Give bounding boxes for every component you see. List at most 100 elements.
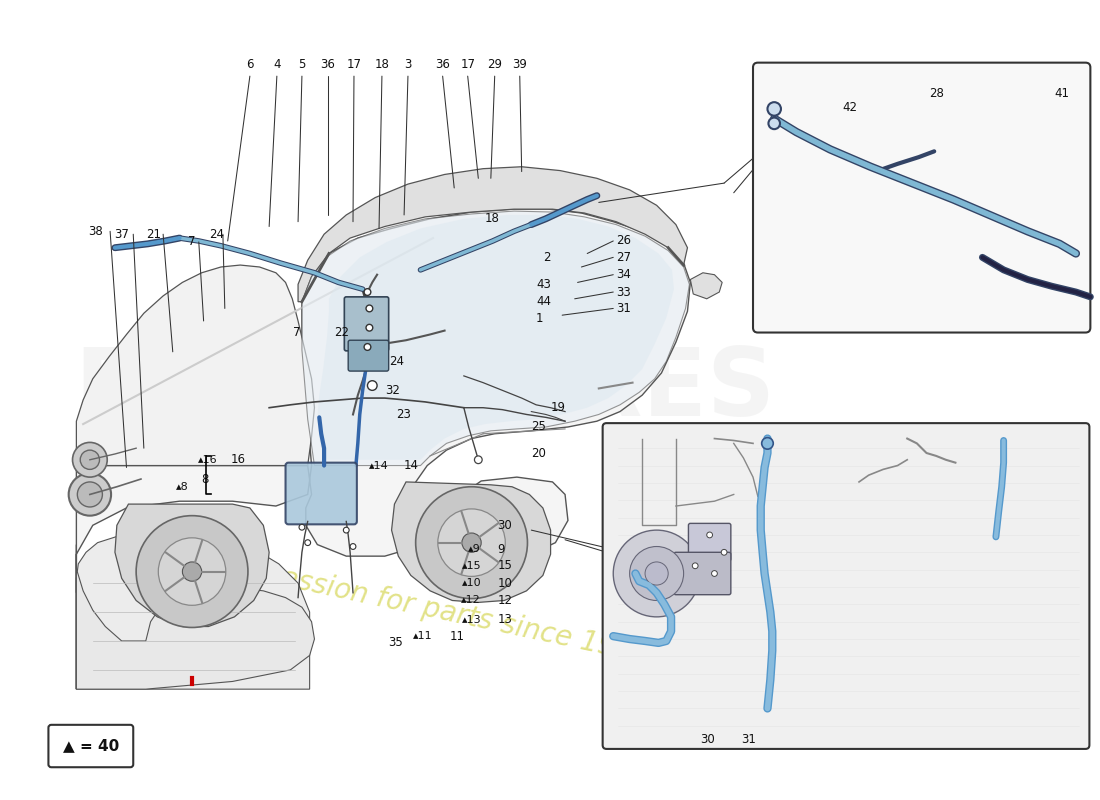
Text: 41: 41 bbox=[1054, 87, 1069, 100]
Text: 25: 25 bbox=[531, 421, 547, 434]
Text: 39: 39 bbox=[513, 58, 527, 71]
Text: EUROSPARES: EUROSPARES bbox=[75, 344, 776, 436]
Circle shape bbox=[305, 540, 310, 546]
Text: 37: 37 bbox=[114, 228, 129, 241]
Circle shape bbox=[350, 544, 356, 550]
Text: 34: 34 bbox=[616, 268, 631, 281]
Text: ▴10: ▴10 bbox=[462, 578, 481, 588]
Text: 23: 23 bbox=[396, 408, 411, 421]
Text: 3: 3 bbox=[405, 58, 411, 71]
Polygon shape bbox=[76, 533, 309, 689]
Polygon shape bbox=[691, 273, 723, 298]
Text: 33: 33 bbox=[616, 286, 631, 298]
Circle shape bbox=[68, 474, 111, 516]
Text: 43: 43 bbox=[536, 278, 551, 291]
Text: 22: 22 bbox=[333, 326, 349, 339]
Text: a passion for parts since 1985: a passion for parts since 1985 bbox=[236, 554, 652, 670]
Circle shape bbox=[692, 563, 698, 569]
Text: 31: 31 bbox=[616, 302, 631, 315]
Text: 21: 21 bbox=[146, 228, 161, 241]
Text: 42: 42 bbox=[842, 102, 857, 114]
Text: 30: 30 bbox=[701, 733, 715, 746]
FancyBboxPatch shape bbox=[344, 297, 388, 351]
Text: 26: 26 bbox=[616, 234, 631, 247]
Text: 35: 35 bbox=[388, 636, 404, 650]
Text: 11: 11 bbox=[450, 630, 464, 642]
Text: 10: 10 bbox=[497, 577, 513, 590]
FancyBboxPatch shape bbox=[603, 423, 1089, 749]
Text: 7: 7 bbox=[188, 235, 196, 249]
Circle shape bbox=[645, 562, 668, 585]
Circle shape bbox=[364, 344, 371, 350]
Circle shape bbox=[158, 538, 225, 606]
Polygon shape bbox=[298, 166, 688, 302]
Circle shape bbox=[77, 482, 102, 507]
Circle shape bbox=[438, 509, 505, 576]
Text: 17: 17 bbox=[346, 58, 362, 71]
Polygon shape bbox=[114, 504, 270, 626]
Text: ▴9: ▴9 bbox=[469, 544, 481, 554]
Circle shape bbox=[136, 516, 248, 627]
Text: ▴15: ▴15 bbox=[462, 561, 481, 570]
Text: 18: 18 bbox=[485, 212, 499, 226]
Text: 6: 6 bbox=[246, 58, 254, 71]
Text: 44: 44 bbox=[536, 295, 551, 308]
Circle shape bbox=[629, 546, 683, 601]
Circle shape bbox=[299, 524, 305, 530]
Text: ▴14: ▴14 bbox=[368, 461, 388, 470]
Circle shape bbox=[366, 305, 373, 312]
Text: 15: 15 bbox=[497, 559, 513, 572]
Text: 8: 8 bbox=[201, 473, 209, 486]
Circle shape bbox=[80, 450, 99, 470]
Text: ▴11: ▴11 bbox=[414, 631, 433, 641]
Circle shape bbox=[343, 527, 349, 533]
FancyBboxPatch shape bbox=[349, 340, 388, 371]
Text: 28: 28 bbox=[928, 87, 944, 100]
Text: 32: 32 bbox=[385, 384, 399, 397]
Text: 13: 13 bbox=[497, 614, 513, 626]
Circle shape bbox=[712, 570, 717, 576]
Polygon shape bbox=[392, 482, 551, 602]
Circle shape bbox=[474, 456, 482, 464]
Text: ▴13: ▴13 bbox=[462, 614, 481, 625]
Text: 29: 29 bbox=[487, 58, 503, 71]
Circle shape bbox=[706, 532, 713, 538]
Text: 2: 2 bbox=[543, 251, 550, 264]
FancyBboxPatch shape bbox=[689, 523, 730, 561]
Polygon shape bbox=[301, 211, 690, 466]
Text: 16: 16 bbox=[231, 454, 245, 466]
Circle shape bbox=[366, 324, 373, 331]
Circle shape bbox=[462, 533, 481, 552]
Circle shape bbox=[416, 486, 528, 598]
Text: 27: 27 bbox=[616, 251, 631, 264]
Text: 19: 19 bbox=[551, 402, 565, 414]
Polygon shape bbox=[76, 265, 315, 466]
Text: 5: 5 bbox=[298, 58, 306, 71]
Text: ▴12: ▴12 bbox=[461, 595, 481, 606]
Text: ▲ = 40: ▲ = 40 bbox=[63, 738, 119, 754]
FancyBboxPatch shape bbox=[286, 462, 356, 524]
Text: 20: 20 bbox=[531, 446, 547, 459]
Text: 24: 24 bbox=[388, 355, 404, 368]
Circle shape bbox=[367, 381, 377, 390]
Circle shape bbox=[364, 289, 371, 295]
Text: 31: 31 bbox=[740, 733, 756, 746]
Circle shape bbox=[722, 550, 727, 555]
Polygon shape bbox=[76, 545, 315, 689]
Text: 9: 9 bbox=[497, 543, 505, 556]
Polygon shape bbox=[76, 209, 691, 689]
Circle shape bbox=[769, 118, 780, 129]
Circle shape bbox=[613, 530, 700, 617]
Text: 36: 36 bbox=[320, 58, 336, 71]
FancyBboxPatch shape bbox=[674, 552, 730, 594]
Text: 38: 38 bbox=[88, 225, 103, 238]
Text: ▴16: ▴16 bbox=[198, 454, 218, 465]
Circle shape bbox=[183, 562, 201, 582]
Text: 24: 24 bbox=[209, 228, 223, 241]
Text: 36: 36 bbox=[436, 58, 450, 71]
Circle shape bbox=[768, 102, 781, 116]
Circle shape bbox=[73, 442, 107, 477]
Text: ▴8: ▴8 bbox=[176, 482, 189, 492]
Circle shape bbox=[761, 438, 773, 449]
FancyBboxPatch shape bbox=[48, 725, 133, 767]
